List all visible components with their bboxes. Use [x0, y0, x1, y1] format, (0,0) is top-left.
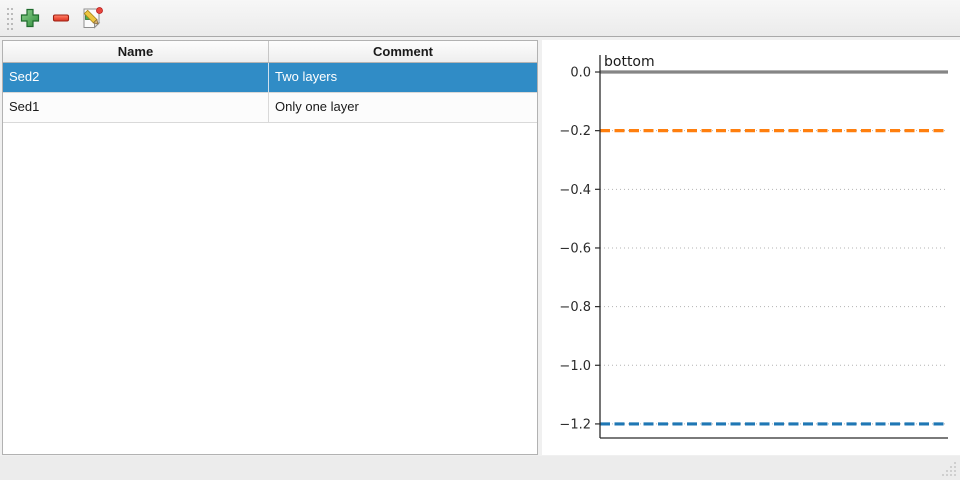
plus-icon — [20, 8, 40, 28]
toolbar — [0, 0, 960, 37]
comment-cell[interactable]: Only one layer — [275, 99, 359, 114]
annotation-bottom: bottom — [604, 54, 655, 70]
y-tick-label: −0.8 — [559, 300, 591, 315]
window-resize-grip[interactable] — [938, 458, 958, 478]
name-cell[interactable]: Sed2 — [3, 63, 269, 92]
column-header-comment[interactable]: Comment — [373, 44, 433, 59]
y-tick-label: 0.0 — [570, 66, 591, 81]
y-tick-label: −0.4 — [559, 183, 591, 198]
remove-button[interactable] — [47, 4, 75, 32]
column-header-name[interactable]: Name — [3, 41, 269, 62]
y-tick-label: −1.2 — [559, 417, 591, 432]
resize-grip-icon — [942, 462, 956, 476]
toolbar-drag-handle[interactable] — [5, 6, 15, 32]
y-tick-label: −1.0 — [559, 359, 591, 374]
table-row-sed1[interactable]: Sed1 Only one layer — [3, 93, 537, 123]
status-bar — [0, 456, 960, 480]
comment-cell[interactable]: Two layers — [275, 69, 338, 84]
edit-icon — [83, 7, 103, 29]
y-tick-label: −0.6 — [559, 241, 591, 256]
add-button[interactable] — [16, 4, 44, 32]
grip-dots-icon — [7, 8, 13, 30]
table-header-row: Name Comment — [3, 41, 537, 63]
table-row-sed2[interactable]: Sed2 Two layers — [3, 63, 537, 93]
edit-button[interactable] — [78, 4, 106, 32]
name-cell[interactable]: Sed1 — [3, 93, 269, 122]
sediments-table: Name Comment Sed2 Two layers Sed1 Only o… — [2, 40, 538, 455]
y-tick-label: −0.2 — [559, 124, 591, 139]
layer-depth-chart-panel: 0.0 −0.2 −0.4 −0.6 −0.8 −1.0 −1.2 bottom — [542, 40, 960, 455]
minus-icon — [52, 14, 70, 22]
layer-depth-chart: 0.0 −0.2 −0.4 −0.6 −0.8 −1.0 −1.2 bottom — [559, 54, 948, 439]
